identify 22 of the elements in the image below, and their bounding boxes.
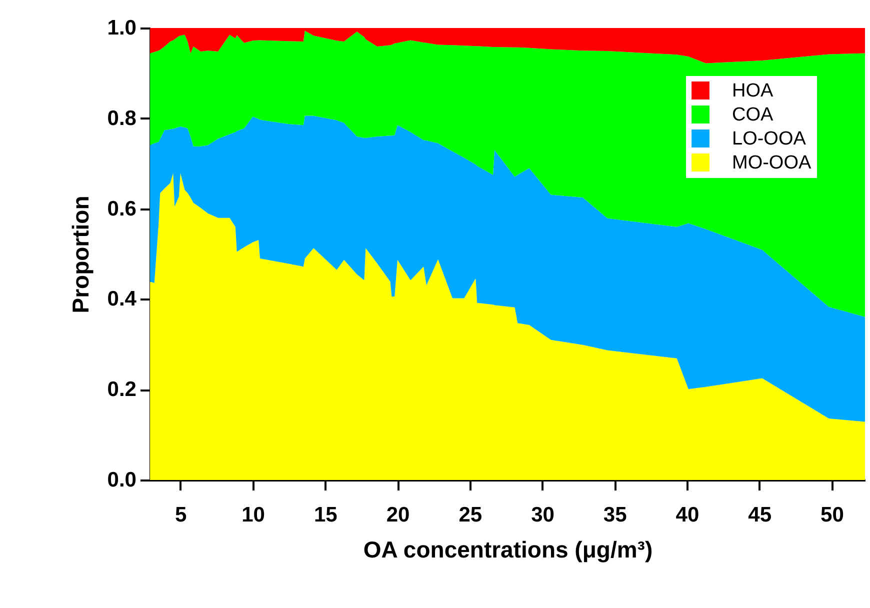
x-tick-label: 35 — [603, 504, 628, 526]
x-tick-label: 10 — [242, 504, 265, 526]
x-tick-label: 20 — [386, 504, 410, 526]
x-tick-label: 50 — [820, 504, 844, 526]
series-label: COA — [732, 104, 774, 126]
x-axis-title: OA concentrations (μg/m³) — [363, 536, 653, 562]
y-axis-title: Proportion — [67, 196, 94, 314]
y-tick-label: 0.6 — [107, 197, 136, 220]
y-tick-label: 0.2 — [107, 378, 136, 402]
x-tick-label: 15 — [314, 504, 338, 526]
y-tick-label: 1.0 — [107, 16, 136, 40]
y-tick-label: 0.4 — [107, 288, 137, 311]
x-tick-label: 45 — [748, 504, 772, 526]
legend-label: LO-OOA — [732, 128, 806, 150]
y-tick-label: 0.8 — [107, 106, 137, 130]
x-tick-label: 5 — [175, 504, 188, 526]
y-tick-label: 0.0 — [107, 468, 136, 492]
legend-label: MO-OOA — [732, 152, 812, 174]
x-tick-label: 40 — [676, 504, 700, 526]
x-tick-label: 30 — [531, 504, 554, 526]
x-tick-label: 25 — [458, 504, 482, 526]
series-label: HOA — [732, 80, 774, 102]
